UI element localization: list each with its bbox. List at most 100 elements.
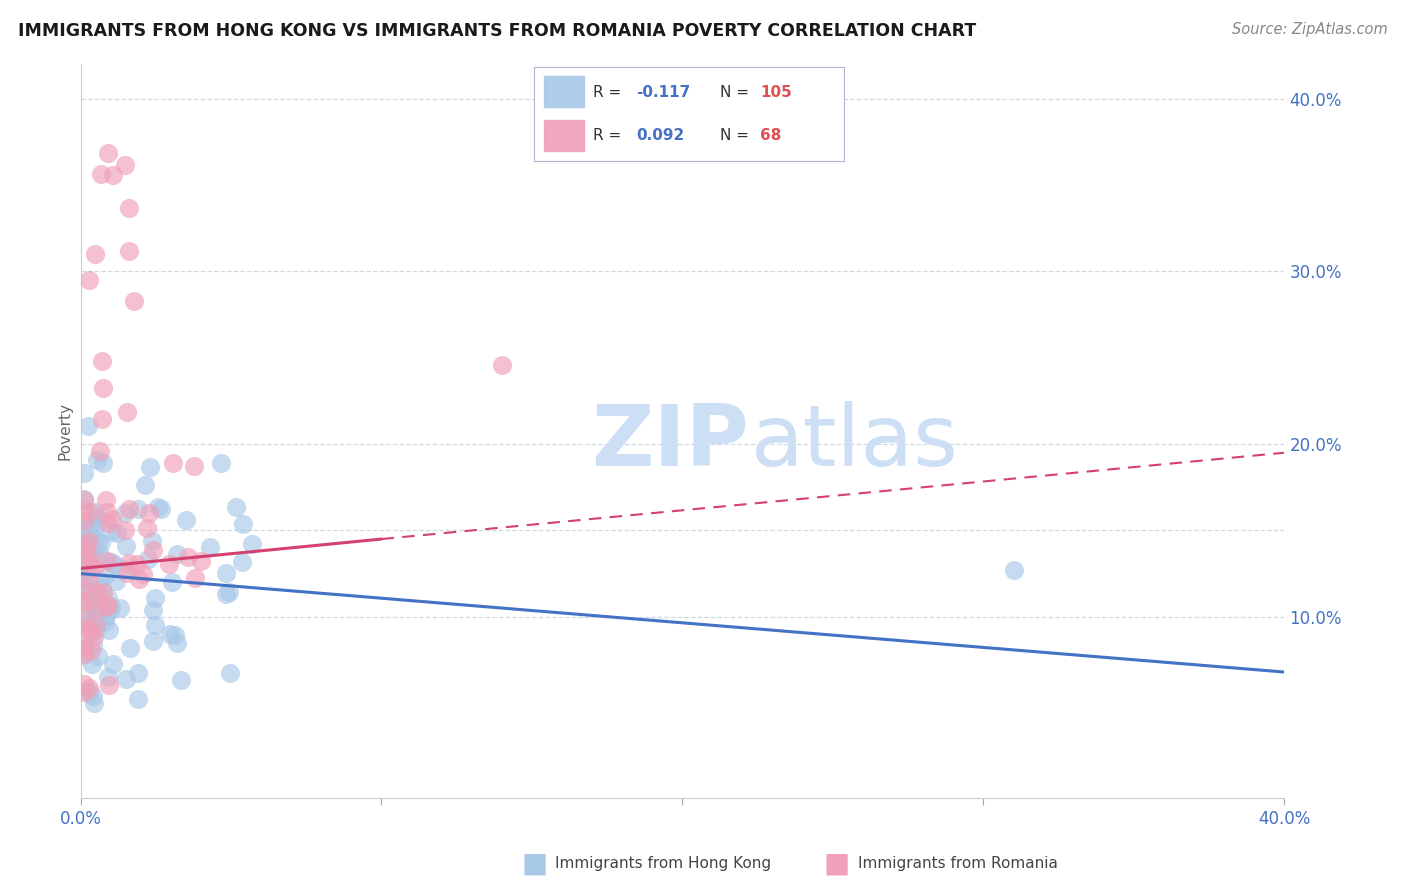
Point xyxy=(80,643,103,657)
Point xyxy=(97,598,120,612)
Point xyxy=(79,625,101,640)
Point xyxy=(159,627,181,641)
Point xyxy=(97,677,120,691)
Point xyxy=(82,602,104,616)
Point xyxy=(84,518,107,533)
Point xyxy=(157,557,180,571)
Point xyxy=(218,584,240,599)
Point xyxy=(93,615,115,630)
Text: atlas: atlas xyxy=(751,401,959,483)
Point xyxy=(215,587,238,601)
Point xyxy=(162,457,184,471)
Text: ■: ■ xyxy=(824,849,849,878)
Point xyxy=(77,273,100,287)
Point xyxy=(90,354,112,368)
Point xyxy=(135,520,157,534)
Point xyxy=(215,566,238,580)
Point xyxy=(100,555,122,569)
Text: R =: R = xyxy=(593,128,621,143)
Point xyxy=(86,612,108,626)
Point xyxy=(77,618,100,632)
Point xyxy=(77,622,100,636)
Point xyxy=(97,145,120,160)
Point xyxy=(87,535,110,549)
Point xyxy=(115,673,138,687)
Point xyxy=(82,690,104,704)
Point xyxy=(108,600,131,615)
Point xyxy=(125,557,148,571)
Point xyxy=(120,640,142,655)
Point xyxy=(118,556,141,570)
Point xyxy=(138,506,160,520)
Point xyxy=(94,493,117,508)
Point xyxy=(218,665,240,680)
Point xyxy=(127,666,149,681)
Point xyxy=(101,512,124,526)
Point xyxy=(166,636,188,650)
Point xyxy=(98,603,121,617)
Point xyxy=(190,554,212,568)
Point xyxy=(100,524,122,539)
Point xyxy=(72,570,94,584)
Point xyxy=(115,566,138,581)
Point xyxy=(240,537,263,551)
Text: ■: ■ xyxy=(522,849,547,878)
Text: N =: N = xyxy=(720,128,749,143)
Point xyxy=(200,541,222,555)
Point xyxy=(80,591,103,606)
Text: IMMIGRANTS FROM HONG KONG VS IMMIGRANTS FROM ROMANIA POVERTY CORRELATION CHART: IMMIGRANTS FROM HONG KONG VS IMMIGRANTS … xyxy=(18,22,977,40)
Point xyxy=(128,572,150,586)
Point xyxy=(105,525,128,540)
Point xyxy=(112,561,135,575)
Point xyxy=(84,624,107,638)
Point xyxy=(115,539,138,553)
Point xyxy=(77,681,100,695)
Point xyxy=(97,591,120,606)
Point xyxy=(176,513,198,527)
Point xyxy=(79,685,101,699)
Text: Source: ZipAtlas.com: Source: ZipAtlas.com xyxy=(1232,22,1388,37)
Point xyxy=(73,677,96,691)
Point xyxy=(76,549,98,564)
Point xyxy=(84,247,107,261)
Point xyxy=(139,459,162,474)
Point xyxy=(80,584,103,599)
Point xyxy=(87,586,110,600)
Point xyxy=(127,691,149,706)
Point xyxy=(84,596,107,610)
Point xyxy=(83,560,105,574)
Text: Immigrants from Romania: Immigrants from Romania xyxy=(858,856,1057,871)
Point xyxy=(97,516,120,531)
Point xyxy=(72,640,94,655)
Point xyxy=(232,516,254,531)
Point xyxy=(91,585,114,599)
Point xyxy=(72,467,94,481)
Bar xyxy=(544,120,583,152)
Point xyxy=(104,574,127,589)
Point xyxy=(72,557,94,571)
Point xyxy=(103,558,125,572)
Point xyxy=(148,500,170,514)
Point xyxy=(122,293,145,308)
Y-axis label: Poverty: Poverty xyxy=(58,402,72,460)
Point xyxy=(86,511,108,525)
Point xyxy=(132,566,155,581)
Point xyxy=(491,358,513,372)
Point xyxy=(150,501,173,516)
Point xyxy=(118,244,141,259)
Point xyxy=(72,566,94,580)
Point xyxy=(89,549,111,563)
Point xyxy=(77,548,100,562)
Point xyxy=(89,444,111,458)
Point xyxy=(72,596,94,610)
Point xyxy=(87,648,110,663)
Point xyxy=(101,657,124,671)
Text: 68: 68 xyxy=(761,128,782,143)
Text: R =: R = xyxy=(593,85,621,100)
Point xyxy=(86,453,108,467)
Point xyxy=(73,492,96,507)
Point xyxy=(127,502,149,516)
Point xyxy=(142,543,165,558)
Bar xyxy=(544,77,583,107)
Point xyxy=(163,628,186,642)
